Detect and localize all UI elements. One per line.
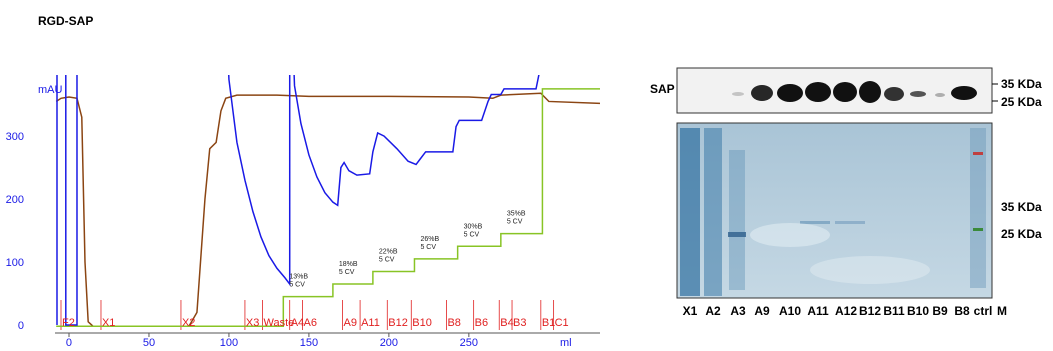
y-axis-label: mAU — [38, 84, 63, 96]
figure-title: RGD-SAP — [38, 14, 93, 28]
x-tick-label: 50 — [143, 337, 155, 349]
step-annotation: 5 CV — [289, 282, 305, 289]
lane-label: B10 — [907, 304, 929, 318]
x-tick-label: 250 — [460, 337, 478, 349]
fraction-label: A4 — [291, 317, 304, 329]
fraction-label: A9 — [343, 317, 356, 329]
fraction-label: B12 — [388, 317, 408, 329]
step-annotation: 18%B — [339, 261, 358, 268]
step-annotation: 5 CV — [339, 269, 355, 276]
step-annotation: 5 CV — [420, 244, 436, 251]
fraction-label: B10 — [412, 317, 432, 329]
step-annotation: 26%B — [420, 236, 439, 243]
plot-area — [56, 42, 600, 330]
step-annotation: 30%B — [464, 223, 483, 230]
fraction-label: C1 — [555, 317, 569, 329]
fraction-label: Waste — [264, 317, 295, 329]
figure: RGD-SAP mAU ml SAP 35 KDa 25 KDa 35 KDa … — [0, 0, 1053, 351]
lane-label: B11 — [883, 304, 905, 318]
step-annotation: 13%B — [289, 274, 308, 281]
fraction-label: A6 — [304, 317, 317, 329]
x-tick-label: 200 — [380, 337, 398, 349]
marker-label: 25 KDa — [1001, 227, 1042, 241]
fraction-label: F2 — [62, 317, 75, 329]
fraction-label: X1 — [102, 317, 115, 329]
step-annotation: 5 CV — [507, 219, 523, 226]
x-tick-label: 100 — [220, 337, 238, 349]
lane-label: X1 — [683, 304, 698, 318]
y-tick-label: 200 — [6, 194, 24, 206]
figure-canvas: RGD-SAP mAU ml SAP 35 KDa 25 KDa 35 KDa … — [0, 0, 1053, 351]
fraction-label: X2 — [182, 317, 195, 329]
series-line — [56, 89, 600, 326]
marker-label: 35 KDa — [1001, 200, 1042, 214]
blot-label: SAP — [650, 82, 675, 96]
lane-label: B9 — [932, 304, 948, 318]
x-tick-label: 0 — [66, 337, 72, 349]
lane-label: A12 — [835, 304, 857, 318]
fraction-label: A11 — [361, 317, 380, 329]
lane-label: A3 — [730, 304, 746, 318]
x-tick-label: 150 — [300, 337, 318, 349]
fraction-label: B3 — [513, 317, 526, 329]
marker-label: 35 KDa — [1001, 77, 1042, 91]
step-annotation: 35%B — [507, 211, 526, 218]
fraction-label: B6 — [475, 317, 488, 329]
fraction-label: B4 — [500, 317, 513, 329]
lane-label: B12 — [859, 304, 881, 318]
y-tick-label: 100 — [6, 257, 24, 269]
step-annotation: 22%B — [379, 248, 398, 255]
marker-label: 25 KDa — [1001, 95, 1042, 109]
x-axis-label: ml — [560, 337, 572, 349]
y-tick-label: 300 — [6, 131, 24, 143]
fraction-label: B8 — [447, 317, 460, 329]
fraction-label: B1 — [542, 317, 555, 329]
lane-label: ctrl — [974, 304, 993, 318]
y-tick-label: 0 — [18, 320, 24, 332]
lane-label: M — [997, 304, 1007, 318]
lane-label: A11 — [807, 304, 829, 318]
step-annotation: 5 CV — [464, 231, 480, 238]
lane-label: B8 — [954, 304, 970, 318]
lane-label: A10 — [779, 304, 801, 318]
fraction-label: X3 — [246, 317, 259, 329]
step-annotation: 5 CV — [379, 256, 395, 263]
lane-label: A9 — [754, 304, 770, 318]
lane-label: A2 — [705, 304, 721, 318]
